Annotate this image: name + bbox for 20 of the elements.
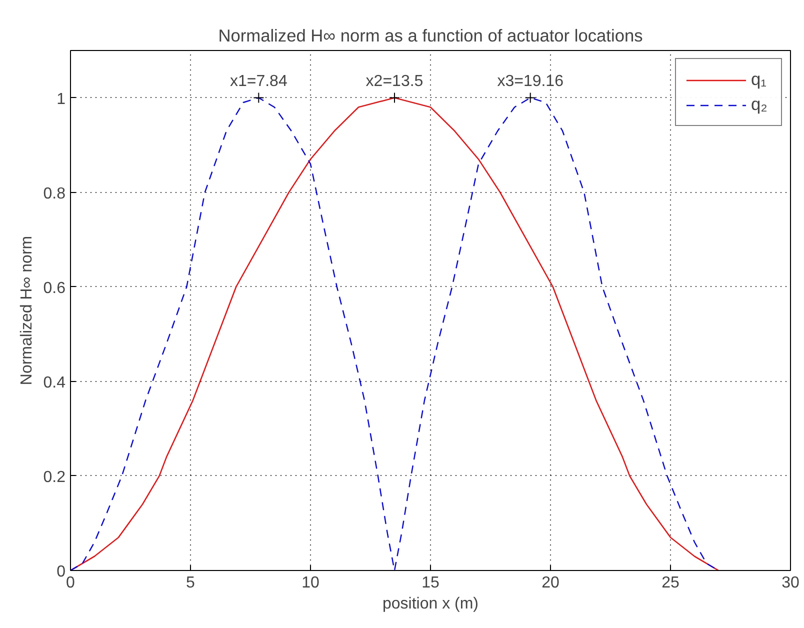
y-tick-label: 0: [56, 564, 66, 580]
annotation: x1=7.84: [230, 72, 288, 90]
x-tick-label: 25: [662, 574, 680, 592]
y-tick-label: 0.6: [43, 280, 66, 297]
y-tick-label: 0.2: [43, 468, 66, 486]
legend-label: q₁: [751, 69, 768, 90]
y-tick-label: 0.4: [43, 374, 66, 392]
x-tick-label: 20: [542, 574, 560, 592]
x-axis-title: position x (m): [382, 596, 479, 612]
annotation: x3=19.16: [497, 72, 564, 90]
y-tick-label: 1: [56, 90, 66, 108]
x-tick-label: 15: [422, 574, 440, 592]
x-tick-label: 5: [186, 574, 196, 592]
legend-label: q₂: [751, 94, 768, 115]
x-tick-label: 30: [782, 574, 800, 592]
y-axis-title: Normalized H∞ norm: [18, 236, 36, 386]
chart-title: Normalized H∞ norm as a function of actuator locations: [218, 26, 644, 46]
y-tick-label: 0.8: [43, 185, 66, 202]
annotation: x2=13.5: [366, 72, 424, 90]
x-tick-label: 10: [302, 574, 320, 592]
